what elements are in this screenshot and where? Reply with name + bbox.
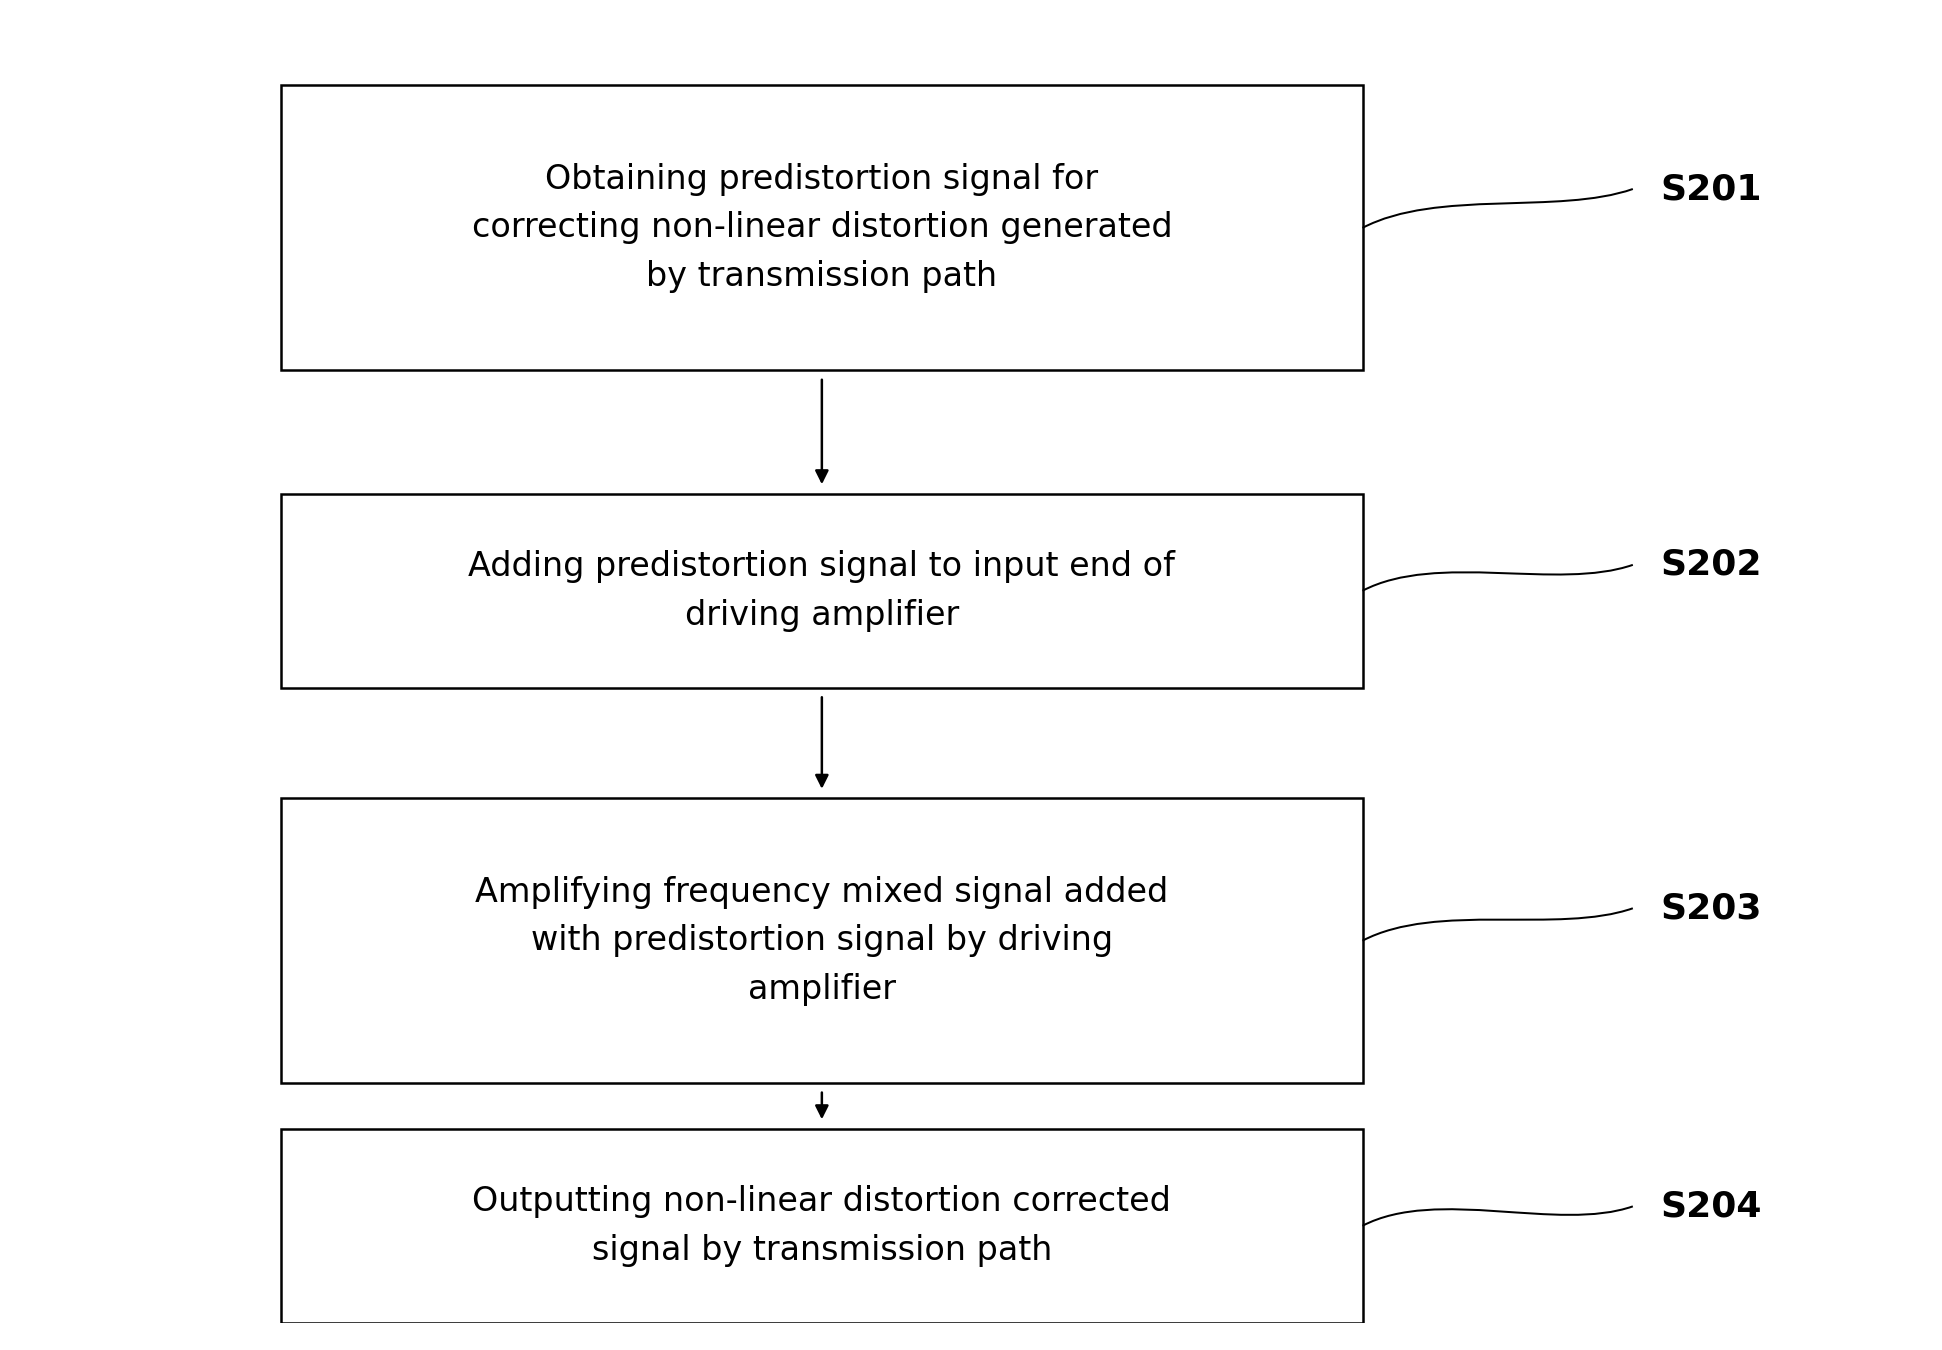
Text: Obtaining predistortion signal for
correcting non-linear distortion generated
by: Obtaining predistortion signal for corre…	[472, 163, 1173, 293]
Text: S202: S202	[1660, 548, 1761, 582]
Bar	[282, 85, 1363, 370]
Bar	[282, 1129, 1363, 1323]
Bar	[282, 494, 1363, 688]
Text: S203: S203	[1660, 891, 1761, 925]
Bar	[282, 798, 1363, 1083]
Text: S201: S201	[1660, 171, 1761, 207]
Text: S204: S204	[1660, 1189, 1761, 1223]
Text: Outputting non-linear distortion corrected
signal by transmission path: Outputting non-linear distortion correct…	[472, 1185, 1171, 1266]
Text: Amplifying frequency mixed signal added
with predistortion signal by driving
amp: Amplifying frequency mixed signal added …	[476, 876, 1169, 1006]
Text: Adding predistortion signal to input end of
driving amplifier: Adding predistortion signal to input end…	[468, 549, 1175, 632]
